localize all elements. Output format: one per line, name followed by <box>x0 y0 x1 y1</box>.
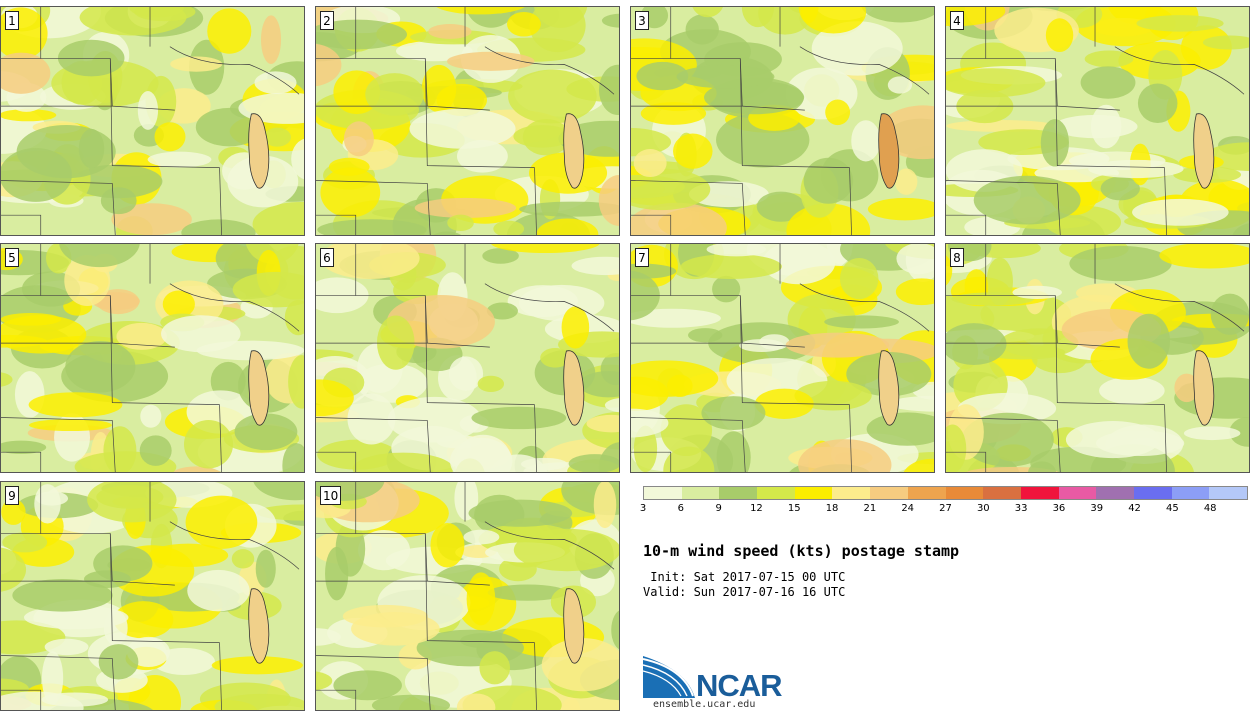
colorbar-tick-label: 30 <box>976 503 990 514</box>
colorbar-tick-labels: 3 6 9 12 15 18 21 24 27 30 33 36 39 42 45 48 <box>639 503 1248 517</box>
colorbar-tick-label: 21 <box>863 503 877 514</box>
colorbar-tick-label: 18 <box>825 503 839 514</box>
colorbar-swatch <box>870 487 908 499</box>
colorbar-swatch <box>757 487 795 499</box>
plot-title: 10-m wind speed (kts) postage stamp <box>643 542 960 560</box>
map-panel-8: 8 <box>945 243 1250 473</box>
colorbar-swatch <box>1020 487 1059 499</box>
colorbar-tick-label: 48 <box>1203 503 1217 514</box>
colorbar-swatch <box>794 487 833 499</box>
map-panel-2: 2 <box>315 6 620 236</box>
wind-map <box>316 244 619 472</box>
colorbar-swatch <box>719 487 758 499</box>
wind-map <box>1 482 304 710</box>
colorbar-swatch <box>1058 487 1097 499</box>
colorbar-tick-label: 9 <box>715 503 722 514</box>
wind-map <box>631 244 934 472</box>
map-panel-9: 9 <box>0 481 305 711</box>
wind-map <box>316 482 619 710</box>
colorbar-swatch <box>983 487 1021 499</box>
website-url: ensemble.ucar.edu <box>653 699 756 710</box>
wind-speed-colorbar <box>643 486 1248 500</box>
panel-number: 8 <box>950 248 964 267</box>
panel-number: 4 <box>950 11 964 30</box>
colorbar-swatch <box>644 487 682 499</box>
colorbar-swatch <box>907 487 946 499</box>
colorbar-swatch <box>1171 487 1210 499</box>
panel-number: 5 <box>5 248 19 267</box>
colorbar-tick-label: 42 <box>1128 503 1141 514</box>
panel-number: 6 <box>320 248 334 267</box>
map-panel-3: 3 <box>630 6 935 236</box>
panel-number: 10 <box>320 486 342 505</box>
map-panel-4: 4 <box>945 6 1250 236</box>
panel-number: 2 <box>320 11 334 30</box>
colorbar-tick-label: 15 <box>787 503 801 514</box>
ncar-logo-icon <box>643 656 695 698</box>
map-panel-7: 7 <box>630 243 935 473</box>
ncar-logo-text: NCAR <box>696 668 783 703</box>
panel-number: 7 <box>635 248 649 267</box>
colorbar-tick-label: 33 <box>1014 503 1028 514</box>
wind-map <box>1 244 304 472</box>
colorbar-tick-label: 27 <box>939 503 952 514</box>
colorbar-swatch <box>681 487 720 499</box>
init-time: Init: Sat 2017-07-15 00 UTC <box>643 570 846 584</box>
wind-map <box>316 7 619 235</box>
map-panel-1: 1 <box>0 6 305 236</box>
panel-number: 1 <box>5 11 19 30</box>
valid-time: Valid: Sun 2017-07-16 16 UTC <box>643 585 846 599</box>
wind-map <box>946 244 1249 472</box>
map-panel-5: 5 <box>0 243 305 473</box>
colorbar-tick-label: 36 <box>1052 503 1066 514</box>
colorbar-swatch <box>832 487 871 499</box>
wind-map <box>631 7 934 235</box>
colorbar-tick-label: 39 <box>1090 503 1104 514</box>
colorbar-tick-label: 6 <box>677 503 684 514</box>
colorbar-tick-label: 3 <box>639 503 647 514</box>
wind-map <box>946 7 1249 235</box>
colorbar-swatch <box>1133 487 1172 499</box>
panel-number: 3 <box>635 11 649 30</box>
colorbar-swatch <box>1209 487 1247 499</box>
map-panel-10: 10 <box>315 481 620 711</box>
map-panel-6: 6 <box>315 243 620 473</box>
colorbar-swatch <box>1096 487 1134 499</box>
colorbar-tick-label: 12 <box>750 503 763 514</box>
colorbar-swatch <box>945 487 984 499</box>
colorbar-tick-label: 45 <box>1166 503 1179 514</box>
colorbar-tick-label: 24 <box>901 503 915 514</box>
wind-map <box>1 7 304 235</box>
panel-number: 9 <box>5 486 19 505</box>
